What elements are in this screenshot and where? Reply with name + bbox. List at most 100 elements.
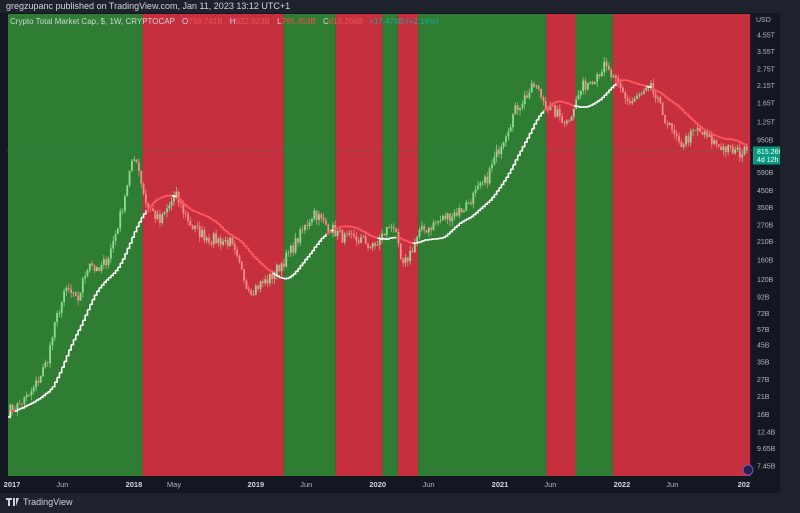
candle-body [607,66,610,70]
candle-body [743,146,746,155]
moving-average-segment [225,230,229,234]
moving-average-segment [489,197,493,201]
candle-body [210,242,213,245]
x-tick-label: 2020 [369,480,386,489]
candle-body [184,213,187,215]
moving-average-segment [262,265,266,268]
candle-body [738,147,741,158]
moving-average-segment [66,349,70,357]
candle-body [114,233,117,241]
candle-body [159,214,161,223]
y-tick-label: 1.65T [757,101,776,108]
moving-average-segment [136,221,140,228]
candle-body [257,285,260,289]
candle-body [703,131,706,135]
candle-body [189,220,192,226]
y-tick-label: 1.25T [757,119,776,126]
candle-body [673,129,676,135]
candle-body [554,104,557,117]
moving-average-segment [300,262,304,267]
y-tick-label: 16B [757,412,770,419]
candle-body [180,202,182,204]
left-margin [0,13,7,476]
moving-average-segment [122,253,126,260]
candle-body [224,239,227,242]
candle-body [598,74,601,77]
candle-body [727,145,730,153]
y-tick-label: 4.55T [757,33,776,40]
candle-body [229,237,232,246]
candle-body [453,212,456,217]
moving-average-segment [248,250,252,255]
moving-average-segment [721,137,725,139]
footer: TradingView [6,497,73,507]
publisher-line: gregzupanc published on TradingView.com,… [6,1,291,11]
candle-body [451,216,454,222]
flash-alert-icon[interactable] [742,464,754,476]
moving-average-segment [461,220,465,223]
candle-body [378,238,381,245]
y-tick-label: 160B [757,257,774,264]
candle-body [636,95,638,100]
candle-body [687,135,690,143]
x-tick-label: Jun [56,480,68,489]
candle-body [589,82,592,84]
candle-body [116,228,119,234]
candle-body [236,249,239,256]
candle-body [135,159,138,163]
candle-body [500,146,503,155]
candle-body [720,146,723,151]
time-axis[interactable] [0,476,780,493]
moving-average-segment [634,82,638,85]
moving-average-segment [536,115,540,121]
candle-body [463,210,465,213]
candle-body [98,267,101,271]
candle-body [39,376,42,383]
candle-body [666,123,669,126]
moving-average-segment [648,86,652,89]
candle-body [187,213,189,221]
candle-body [706,131,708,137]
moving-average-segment [716,135,720,138]
candle-body [121,210,124,212]
candle-body [547,109,549,111]
moving-average-segment [82,314,86,322]
candle-body [133,159,136,161]
candle-body [367,243,369,248]
price-axis[interactable] [752,13,780,493]
candle-body [427,227,430,233]
candle-body [123,196,126,211]
candle-body [308,222,311,226]
candle-body [320,214,323,219]
moving-average-segment [131,231,136,238]
moving-average-segment [202,213,206,216]
moving-average-segment [185,205,189,209]
candle-body [369,247,372,248]
moving-average-segment [503,177,507,182]
candle-body [472,192,475,205]
candle-body [374,243,376,246]
candle-body [203,229,206,241]
candle-body [327,224,330,233]
symbol-title[interactable]: Crypto Total Market Cap, $, 1W, CRYPTOCA… [10,17,175,26]
y-tick-label: 450B [757,188,774,195]
x-tick-label: 2018 [126,480,143,489]
candle-body [67,287,70,289]
moving-average-segment [237,238,241,241]
candle-body [264,279,267,284]
candle-body [233,243,236,250]
moving-average-segment [50,386,54,391]
candle-body [161,213,164,223]
moving-average-segment [78,325,82,331]
candle-body [51,337,54,346]
candle-body [640,93,643,95]
moving-average-segment [403,239,407,241]
candle-body [205,237,208,241]
candle-body [519,107,521,110]
price-chart[interactable]: USD 4.55T 3.55T 2.75T 2.15T 1.65T 1.25T 950B 590… [0,13,780,493]
moving-average-segment [707,131,711,134]
candle-body [715,140,718,145]
moving-average-segment [258,260,262,264]
candle-body [493,157,496,165]
candle-body [430,227,433,230]
